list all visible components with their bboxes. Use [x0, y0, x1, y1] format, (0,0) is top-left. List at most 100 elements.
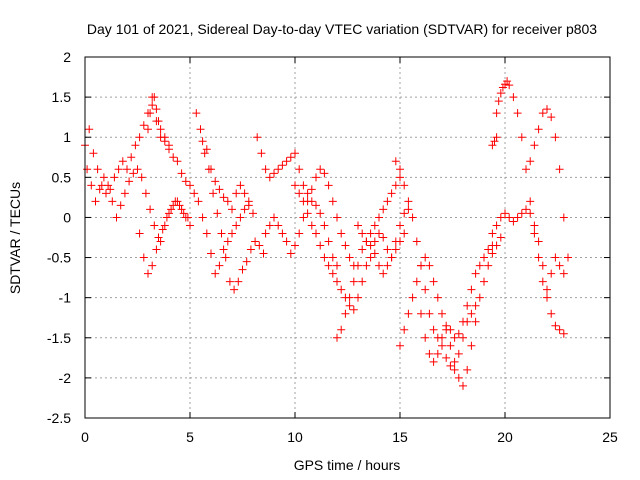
data-point	[354, 293, 362, 302]
data-point	[110, 173, 119, 182]
data-point	[559, 213, 568, 222]
data-point	[404, 197, 413, 206]
data-point	[459, 381, 467, 390]
data-point	[162, 213, 171, 222]
data-point	[496, 213, 505, 222]
data-point	[333, 213, 341, 222]
y-tick-label: 0.5	[52, 169, 72, 185]
data-point	[221, 253, 230, 262]
data-point	[154, 233, 163, 242]
data-point	[501, 209, 509, 218]
data-point	[530, 141, 539, 150]
data-point	[135, 133, 144, 142]
data-point	[484, 245, 493, 254]
data-point	[160, 133, 169, 142]
data-point	[400, 325, 409, 334]
data-point	[417, 309, 425, 318]
data-point	[244, 197, 253, 206]
data-point	[366, 229, 375, 238]
data-point	[538, 109, 547, 118]
data-point	[513, 109, 522, 118]
y-tick-label: -1.5	[47, 330, 71, 346]
data-point	[190, 189, 199, 198]
data-point	[517, 133, 526, 142]
data-point	[391, 181, 400, 190]
data-point	[95, 185, 104, 194]
data-point	[192, 109, 201, 118]
data-point	[522, 165, 530, 174]
data-point	[242, 257, 251, 266]
data-point	[509, 217, 518, 226]
data-point	[442, 321, 451, 330]
data-point	[202, 145, 211, 154]
data-point	[282, 157, 291, 166]
data-point	[320, 221, 329, 230]
grid	[85, 57, 610, 418]
data-point	[316, 241, 325, 250]
data-point	[341, 309, 350, 318]
y-tick-label: -2.5	[47, 410, 71, 426]
data-point	[404, 309, 413, 318]
data-point	[400, 181, 409, 190]
data-point	[211, 269, 220, 278]
x-tick-label: 25	[602, 429, 618, 445]
data-point	[324, 261, 333, 270]
data-point	[467, 285, 476, 294]
data-point	[501, 80, 509, 89]
data-point	[228, 229, 236, 238]
data-point	[85, 125, 94, 134]
data-point	[89, 149, 98, 158]
data-point	[534, 237, 543, 246]
data-point	[232, 221, 241, 230]
series-track-16	[492, 77, 568, 338]
data-point	[219, 245, 228, 254]
x-tick-label: 5	[186, 429, 194, 445]
data-point	[543, 105, 551, 114]
data-point	[543, 285, 551, 294]
data-point	[333, 261, 341, 270]
y-axis-title: SDTVAR / TECUs	[7, 182, 23, 294]
data-point	[255, 241, 264, 250]
data-point	[526, 209, 535, 218]
data-point	[547, 113, 556, 122]
data-point	[286, 153, 295, 162]
data-point	[303, 209, 312, 218]
data-point	[467, 341, 476, 350]
data-point	[475, 293, 484, 302]
data-point	[144, 269, 152, 278]
data-point	[139, 253, 148, 262]
data-point	[108, 197, 117, 206]
data-point	[358, 277, 367, 286]
data-point	[200, 149, 209, 158]
data-point	[362, 237, 371, 246]
data-point	[219, 193, 228, 202]
data-point	[396, 221, 404, 230]
data-point	[116, 201, 125, 210]
data-point	[494, 97, 503, 106]
data-point	[349, 305, 358, 314]
series-track-10	[291, 181, 413, 314]
x-axis-title: GPS time / hours	[294, 457, 401, 473]
data-point	[530, 221, 539, 230]
data-point	[278, 229, 287, 238]
data-point	[215, 185, 224, 194]
plot-frame	[84, 56, 611, 419]
data-point	[446, 341, 455, 350]
data-point	[517, 209, 526, 218]
data-point	[179, 209, 188, 218]
axis-ticks	[84, 56, 611, 419]
data-point	[217, 229, 226, 238]
data-point	[114, 165, 123, 174]
data-point	[150, 93, 159, 102]
y-tick-label: -1	[59, 290, 72, 306]
y-tick-label: 1	[63, 129, 71, 145]
data-point	[156, 237, 165, 246]
data-point	[249, 209, 257, 218]
data-point	[379, 269, 388, 278]
data-point	[291, 181, 299, 190]
data-point	[400, 209, 409, 218]
data-point	[337, 325, 346, 334]
data-point	[274, 221, 283, 230]
series-track-6	[194, 197, 257, 278]
data-point	[246, 245, 255, 254]
